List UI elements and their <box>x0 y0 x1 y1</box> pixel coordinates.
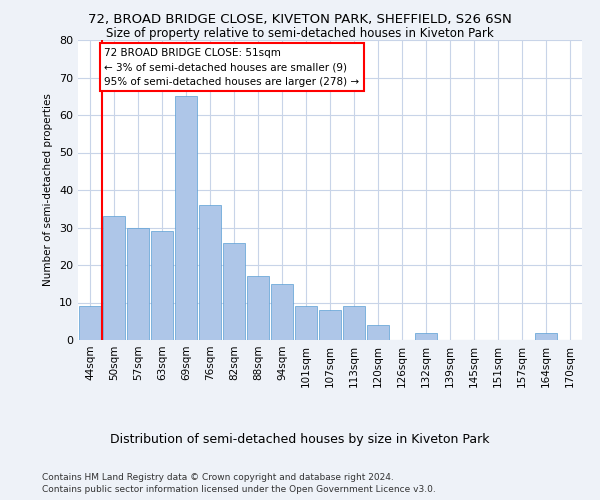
Bar <box>151 231 173 340</box>
Bar <box>175 96 197 340</box>
Bar <box>319 310 341 340</box>
Bar <box>343 306 365 340</box>
Bar <box>535 332 557 340</box>
Bar <box>367 325 389 340</box>
Text: Size of property relative to semi-detached houses in Kiveton Park: Size of property relative to semi-detach… <box>106 28 494 40</box>
Y-axis label: Number of semi-detached properties: Number of semi-detached properties <box>43 94 53 286</box>
Text: 72, BROAD BRIDGE CLOSE, KIVETON PARK, SHEFFIELD, S26 6SN: 72, BROAD BRIDGE CLOSE, KIVETON PARK, SH… <box>88 12 512 26</box>
Bar <box>223 242 245 340</box>
Bar <box>247 276 269 340</box>
Bar <box>415 332 437 340</box>
Text: 72 BROAD BRIDGE CLOSE: 51sqm
← 3% of semi-detached houses are smaller (9)
95% of: 72 BROAD BRIDGE CLOSE: 51sqm ← 3% of sem… <box>104 48 359 87</box>
Bar <box>199 205 221 340</box>
Bar <box>295 306 317 340</box>
Bar <box>271 284 293 340</box>
Text: Distribution of semi-detached houses by size in Kiveton Park: Distribution of semi-detached houses by … <box>110 432 490 446</box>
Bar <box>103 216 125 340</box>
Text: Contains HM Land Registry data © Crown copyright and database right 2024.: Contains HM Land Registry data © Crown c… <box>42 472 394 482</box>
Bar <box>79 306 101 340</box>
Bar <box>127 228 149 340</box>
Text: Contains public sector information licensed under the Open Government Licence v3: Contains public sector information licen… <box>42 485 436 494</box>
